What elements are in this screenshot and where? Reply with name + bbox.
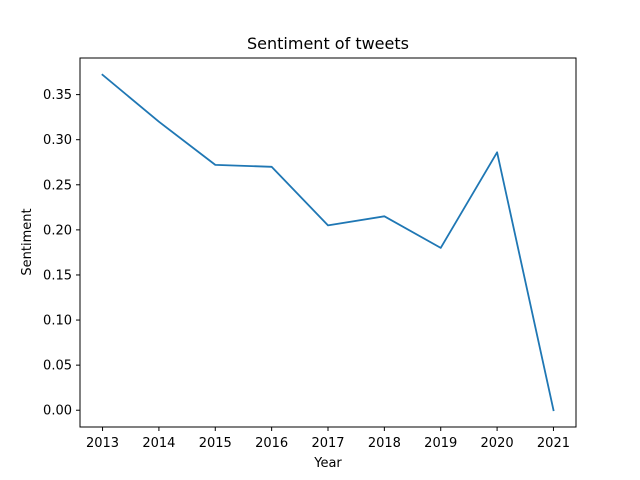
chart-title: Sentiment of tweets xyxy=(247,34,409,53)
y-tick-label: 0.10 xyxy=(43,314,72,329)
y-axis-label: Sentiment xyxy=(20,208,35,275)
x-tick-label: 2019 xyxy=(424,436,457,451)
x-tick-label: 2015 xyxy=(199,436,232,451)
y-tick-label: 0.05 xyxy=(43,359,72,374)
x-axis-label: Year xyxy=(313,456,342,471)
x-tick-label: 2013 xyxy=(86,436,119,451)
x-axis-ticks: 2013 2014 2015 2016 2017 2018 2019 2020 2021 xyxy=(86,427,570,451)
x-tick-label: 2014 xyxy=(142,436,175,451)
x-tick-label: 2018 xyxy=(368,436,401,451)
y-axis-ticks: 0.00 0.05 0.10 0.15 0.20 0.25 0.30 0.35 xyxy=(43,88,80,419)
x-tick-label: 2020 xyxy=(481,436,514,451)
y-tick-label: 0.30 xyxy=(43,133,72,148)
x-tick-label: 2016 xyxy=(255,436,288,451)
series-layer xyxy=(101,73,555,412)
y-tick-label: 0.25 xyxy=(43,178,72,193)
sentiment-series-line xyxy=(101,73,555,412)
y-tick-label: 0.00 xyxy=(43,404,72,419)
plot-area-frame xyxy=(79,57,577,428)
x-tick-label: 2017 xyxy=(311,436,344,451)
y-tick-label: 0.35 xyxy=(43,88,72,103)
y-tick-label: 0.20 xyxy=(43,223,72,238)
x-tick-label: 2021 xyxy=(537,436,570,451)
y-tick-label: 0.15 xyxy=(43,268,72,283)
